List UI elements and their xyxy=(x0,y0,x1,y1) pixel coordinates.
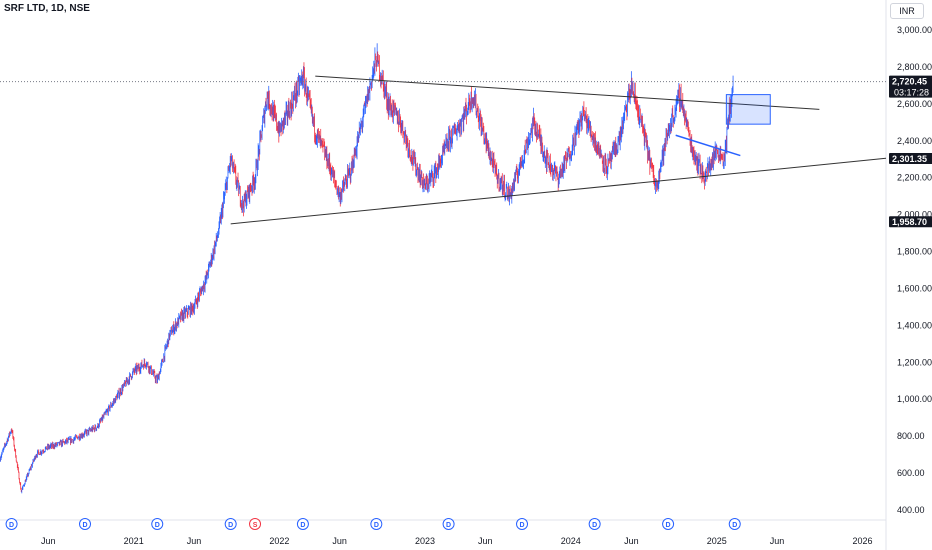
event-letter: D xyxy=(82,522,87,529)
y-tick-label: 2,800.00 xyxy=(897,62,932,72)
dividend-event-icon xyxy=(151,518,164,530)
y-tick-label: 600.00 xyxy=(897,468,925,478)
y-tick-label: 3,000.00 xyxy=(897,25,932,35)
y-tick-label: 1,200.00 xyxy=(897,357,932,367)
dividend-event-icon xyxy=(516,518,529,530)
event-letter: D xyxy=(592,522,597,529)
lower-trendline xyxy=(230,157,887,225)
price-label-tag-bg xyxy=(889,216,932,228)
short-trendline xyxy=(675,134,741,157)
event-letter: S xyxy=(253,522,258,529)
y-tick-label: 1,400.00 xyxy=(897,320,932,330)
y-tick-label: 400.00 xyxy=(897,505,925,515)
event-letter: D xyxy=(374,522,379,529)
y-tick-label: 800.00 xyxy=(897,431,925,441)
x-tick-label: Jun xyxy=(624,536,639,546)
dividend-event-icon xyxy=(296,518,309,530)
y-tick-label: 2,600.00 xyxy=(897,99,932,109)
y-tick-label: 1,600.00 xyxy=(897,283,932,293)
x-tick-label: 2021 xyxy=(124,536,144,546)
highlight-box xyxy=(725,94,771,125)
price-label-tag-bg xyxy=(889,152,932,164)
x-tick-label: Jun xyxy=(770,536,785,546)
price-label-tag: 1,958.70 xyxy=(892,217,927,227)
split-event-icon xyxy=(249,518,262,530)
y-tick-label: 2,400.00 xyxy=(897,136,932,146)
y-tick-label: 1,800.00 xyxy=(897,247,932,257)
y-tick-label: 2,000.00 xyxy=(897,210,932,220)
x-tick-label: Jun xyxy=(478,536,493,546)
current-price-tag: 2,720.45 xyxy=(892,77,927,87)
y-tick-label: 1,000.00 xyxy=(897,394,932,404)
x-tick-label: Jun xyxy=(187,536,202,546)
dividend-event-icon xyxy=(728,518,741,530)
dividend-event-icon xyxy=(588,518,601,530)
event-letter: D xyxy=(519,522,524,529)
dividend-event-icon xyxy=(5,518,18,530)
x-tick-label: 2026 xyxy=(852,536,872,546)
x-tick-label: 2025 xyxy=(707,536,727,546)
x-tick-label: Jun xyxy=(41,536,56,546)
dividend-event-icon xyxy=(662,518,675,530)
current-price-tag-countdown: 03:17:28 xyxy=(894,88,929,98)
y-tick-label: 2,200.00 xyxy=(897,173,932,183)
event-letter: D xyxy=(9,522,14,529)
dividend-event-icon xyxy=(442,518,455,530)
x-tick-label: 2024 xyxy=(561,536,581,546)
currency-selector[interactable]: INR xyxy=(890,3,924,19)
event-letter: D xyxy=(446,522,451,529)
dividend-event-icon xyxy=(79,518,92,530)
event-letter: D xyxy=(155,522,160,529)
event-letter: D xyxy=(300,522,305,529)
dividend-event-icon xyxy=(370,518,383,530)
x-tick-label: 2022 xyxy=(269,536,289,546)
dividend-event-icon xyxy=(224,518,237,530)
symbol-title[interactable]: SRF LTD, 1D, NSE xyxy=(4,3,90,14)
event-letter: D xyxy=(732,522,737,529)
event-letter: D xyxy=(228,522,233,529)
current-price-tag-bg xyxy=(889,75,932,98)
price-label-tag: 2,301.35 xyxy=(892,154,927,164)
x-tick-label: Jun xyxy=(332,536,347,546)
x-tick-label: 2023 xyxy=(415,536,435,546)
event-letter: D xyxy=(666,522,671,529)
